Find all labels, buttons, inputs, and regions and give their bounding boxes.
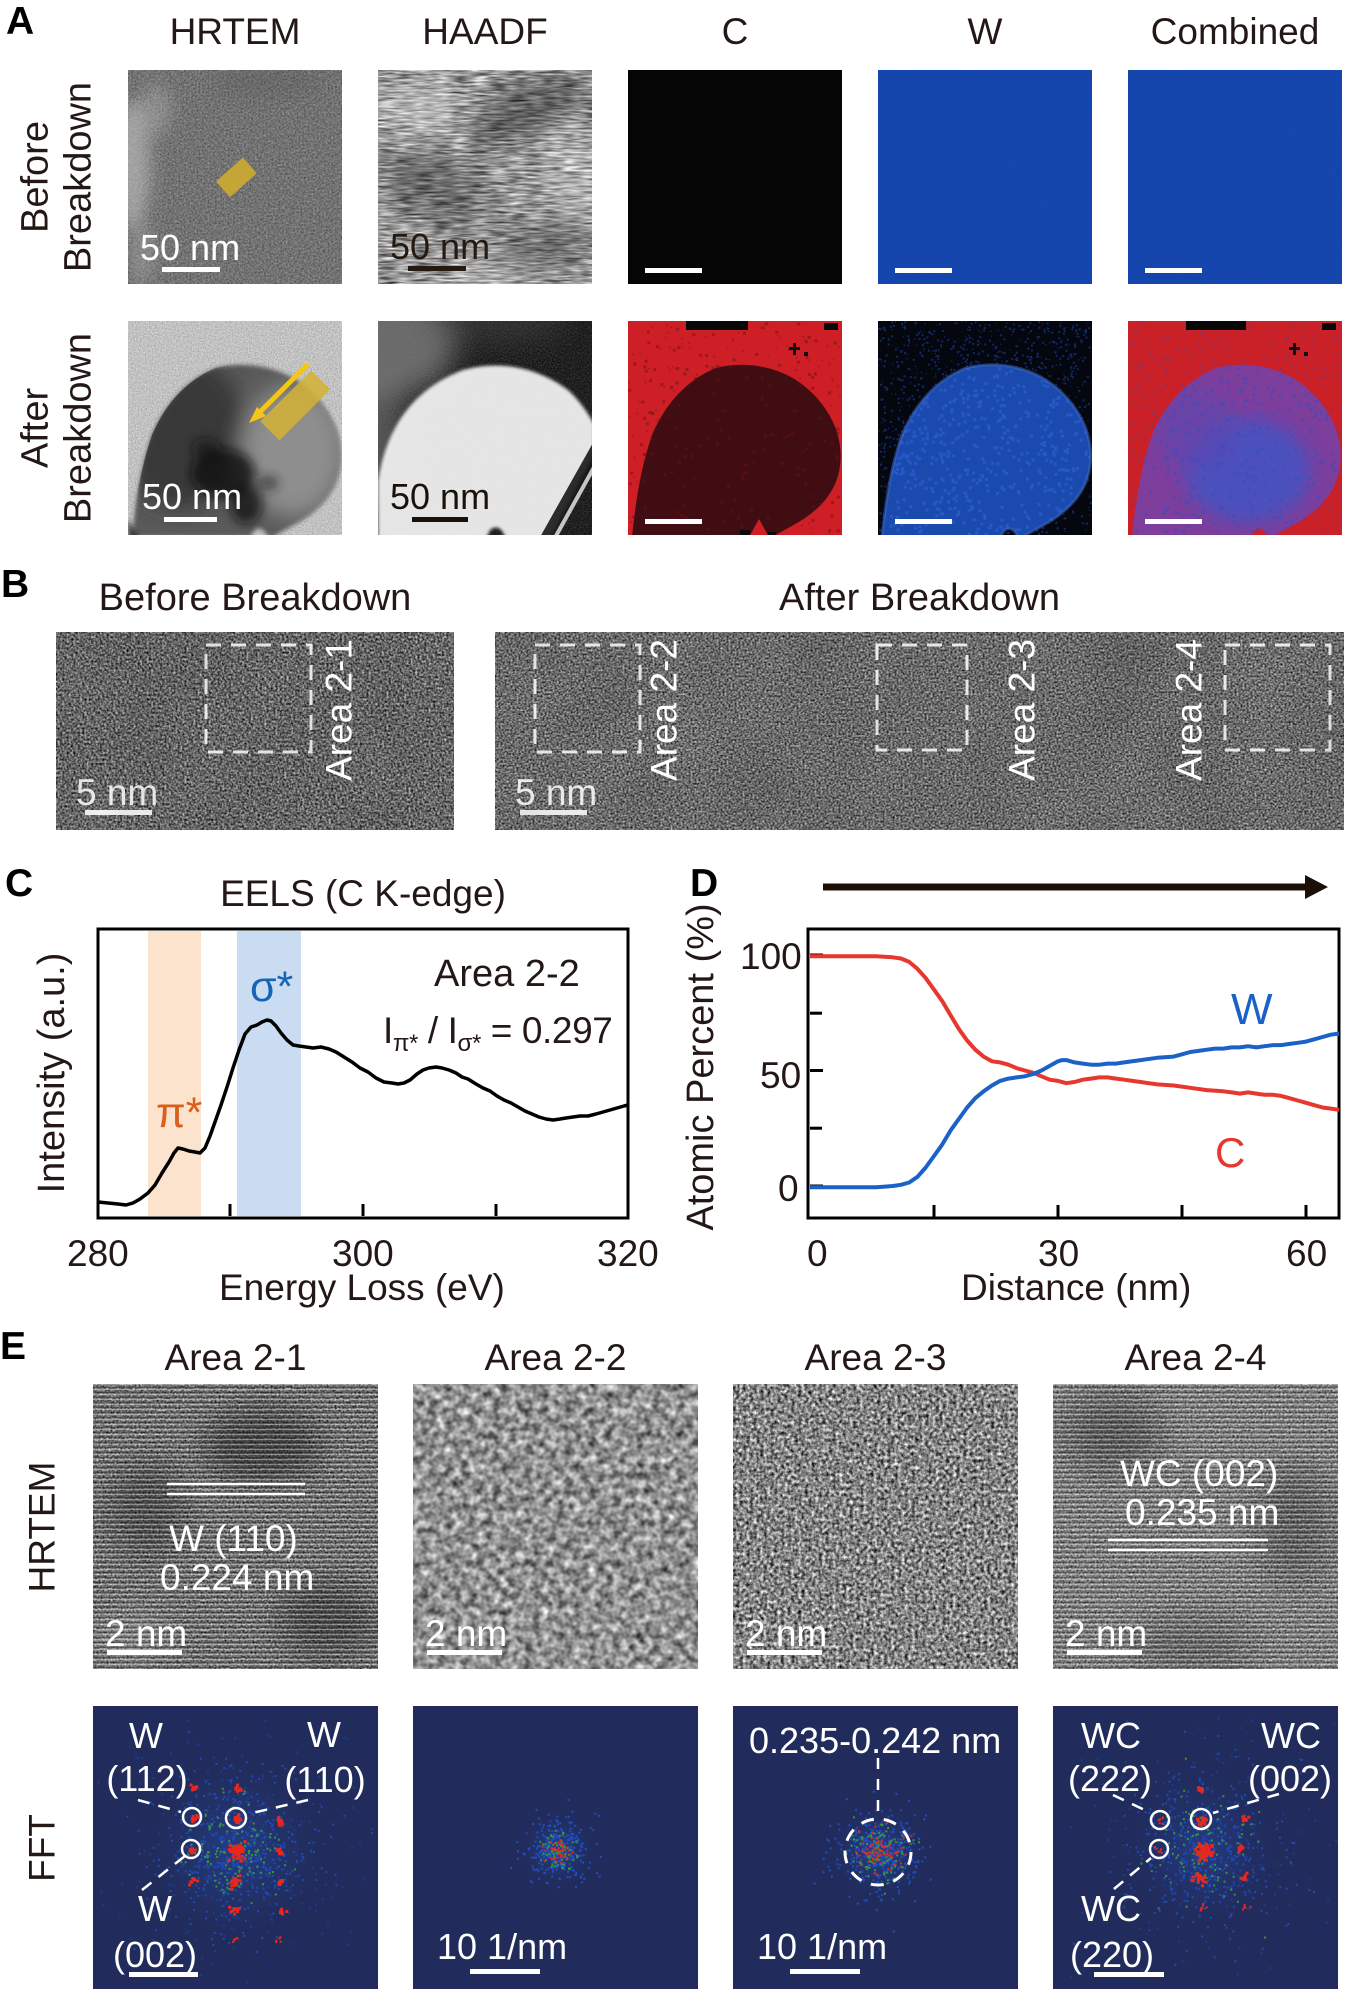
svg-text:W: W	[129, 1715, 163, 1756]
svg-text:0.235 nm: 0.235 nm	[1125, 1492, 1279, 1533]
svg-text:50 nm: 50 nm	[140, 227, 240, 268]
svg-text:50 nm: 50 nm	[142, 476, 242, 517]
svg-text:(002): (002)	[1248, 1758, 1332, 1799]
svg-text:10 1/nm: 10 1/nm	[757, 1926, 887, 1967]
svg-text:WC: WC	[1081, 1888, 1141, 1929]
svg-text:(112): (112)	[106, 1758, 187, 1799]
svg-text:WC (002): WC (002)	[1120, 1453, 1278, 1494]
svg-text:(110): (110)	[284, 1759, 365, 1800]
svg-text:10 1/nm: 10 1/nm	[437, 1926, 567, 1967]
svg-text:2 nm: 2 nm	[1065, 1613, 1147, 1654]
svg-text:(220): (220)	[1070, 1934, 1154, 1975]
svg-text:2 nm: 2 nm	[105, 1613, 187, 1654]
svg-text:50 nm: 50 nm	[390, 226, 490, 267]
svg-text:0.224 nm: 0.224 nm	[160, 1557, 314, 1598]
svg-text:2 nm: 2 nm	[425, 1613, 507, 1654]
svg-text:W: W	[307, 1714, 341, 1755]
svg-text:0.235-0.242 nm: 0.235-0.242 nm	[749, 1720, 1001, 1761]
svg-text:(002): (002)	[113, 1934, 197, 1975]
svg-text:WC: WC	[1261, 1715, 1321, 1756]
svg-text:W (110): W (110)	[169, 1518, 298, 1559]
svg-text:50 nm: 50 nm	[390, 476, 490, 517]
svg-text:W: W	[138, 1888, 172, 1929]
svg-text:2 nm: 2 nm	[745, 1613, 827, 1654]
svg-text:(222): (222)	[1068, 1758, 1152, 1799]
svg-text:WC: WC	[1081, 1715, 1141, 1756]
